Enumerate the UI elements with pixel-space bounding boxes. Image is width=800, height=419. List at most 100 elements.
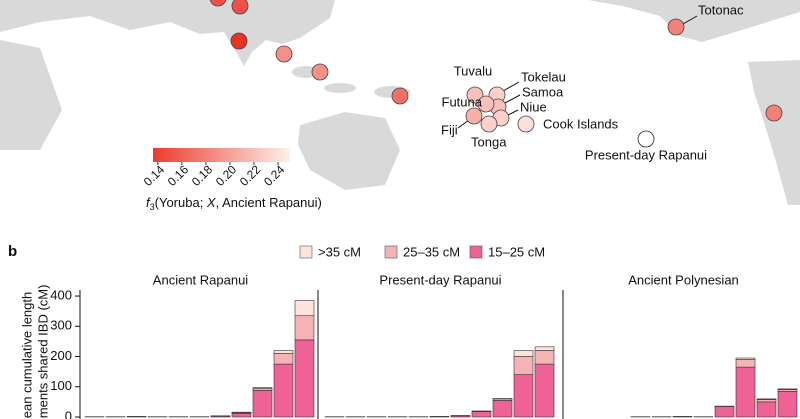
colorbar-label-part: f: [146, 195, 151, 210]
colorbar-tick-label: 0.24: [261, 162, 288, 189]
legend-label: 15–25 cM: [488, 244, 545, 259]
y-tick-label: 0: [65, 408, 72, 419]
land: [748, 60, 800, 205]
land: [0, 40, 62, 150]
leader-line: [504, 94, 521, 104]
bar-segment: [777, 388, 798, 390]
panel-title: Ancient Rapanui: [153, 272, 249, 287]
colorbar-tick-label: 0.22: [237, 162, 264, 189]
legend-label: 25–35 cM: [403, 244, 460, 259]
map-point: [517, 115, 535, 133]
bar-segment: [273, 353, 294, 365]
panel-label: b: [8, 243, 17, 260]
point-label: Present-day Rapanui: [585, 147, 707, 162]
map-point: [480, 115, 498, 133]
bar-segment: [273, 363, 294, 418]
bar-segment: [513, 350, 534, 357]
legend-swatch: [384, 245, 398, 259]
legend-swatch: [299, 245, 313, 259]
map-point: [275, 45, 293, 63]
y-tick-label: 300: [50, 318, 72, 333]
legend-label: >35 cM: [318, 244, 361, 259]
map-point: [231, 0, 249, 15]
map-point: [391, 87, 409, 105]
y-axis-label: gments shared IBD (cM): [35, 285, 50, 419]
point-label: Samoa: [522, 84, 564, 99]
land: [324, 83, 356, 93]
y-tick-label: 400: [50, 287, 72, 302]
bar-segment: [471, 410, 492, 412]
map-point: [765, 104, 783, 122]
map: 0.140.160.180.200.220.24 f3(Yoruba; X, An…: [141, 0, 783, 212]
leader-line: [507, 109, 519, 116]
bar-segment: [273, 350, 294, 354]
bar-chart: b ean cumulative length gments shared IBD …: [8, 243, 798, 419]
map-point: [637, 130, 655, 148]
colorbar-tick-label: 0.18: [189, 162, 216, 189]
land: [298, 112, 400, 190]
leader-line: [682, 15, 698, 25]
bar-segment: [672, 416, 693, 418]
map-point: [465, 107, 483, 125]
bar-segment: [294, 300, 315, 317]
point-label: Cook Islands: [543, 116, 619, 131]
point-label: Tokelau: [521, 69, 566, 84]
bar-segment: [294, 339, 315, 418]
legend-swatch: [469, 245, 483, 259]
point-label: Tuvalu: [454, 63, 493, 78]
colorbar-label-part: , Ancient Rapanui): [216, 195, 322, 210]
bar-segment: [777, 390, 798, 418]
bar-segment: [534, 346, 555, 351]
colorbar-tick-label: 0.16: [165, 162, 192, 189]
bar-segment: [735, 366, 756, 418]
bar-segment: [429, 416, 450, 418]
colorbar: [153, 148, 290, 162]
point-label: Niue: [520, 99, 547, 114]
map-point: [311, 63, 329, 81]
bar-segment: [735, 357, 756, 360]
colorbar-label-part: X: [206, 195, 217, 210]
bar-segment: [534, 350, 555, 365]
point-label: Futuna: [442, 94, 483, 109]
bar-segment: [534, 363, 555, 418]
bar-segment: [252, 387, 273, 391]
y-tick-label: 200: [50, 348, 72, 363]
map-point: [209, 0, 227, 7]
map-point: [466, 86, 484, 104]
y-tick-label: 100: [50, 378, 72, 393]
colorbar-tick-label: 0.14: [141, 162, 168, 189]
bar-segment: [492, 400, 513, 418]
bar-segment: [126, 416, 147, 418]
colorbar-label: f3(Yoruba; X, Ancient Rapanui): [146, 195, 322, 212]
leader-line: [502, 81, 520, 92]
colorbar-label-part: 3: [150, 202, 155, 212]
map-point: [477, 95, 495, 113]
land: [0, 0, 335, 66]
bar-segment: [252, 387, 273, 389]
colorbar-label-part: (Yoruba;: [155, 195, 207, 210]
colorbar-tick-label: 0.20: [213, 162, 240, 189]
point-label: Tonga: [471, 134, 507, 149]
bar-segment: [756, 399, 777, 403]
panel-title: Present-day Rapanui: [379, 272, 501, 287]
bar-segment: [231, 413, 252, 418]
map-point: [230, 32, 248, 50]
bar-segment: [735, 359, 756, 368]
point-label: Totonac: [698, 2, 744, 17]
map-point: [667, 18, 685, 36]
bar-segment: [471, 411, 492, 418]
panel-title: Ancient Polynesian: [628, 272, 739, 287]
leader-line: [457, 119, 470, 129]
bar-segment: [513, 374, 534, 418]
map-land: [0, 0, 800, 205]
bar-segment: [756, 398, 777, 400]
bar-segment: [756, 401, 777, 418]
y-axis-label: ean cumulative length: [19, 292, 34, 418]
bar-segment: [252, 390, 273, 418]
land: [588, 0, 800, 42]
bar-segment: [294, 315, 315, 341]
point-label: Fiji: [441, 122, 458, 137]
bar-segment: [513, 356, 534, 375]
bar-segment: [714, 406, 735, 418]
